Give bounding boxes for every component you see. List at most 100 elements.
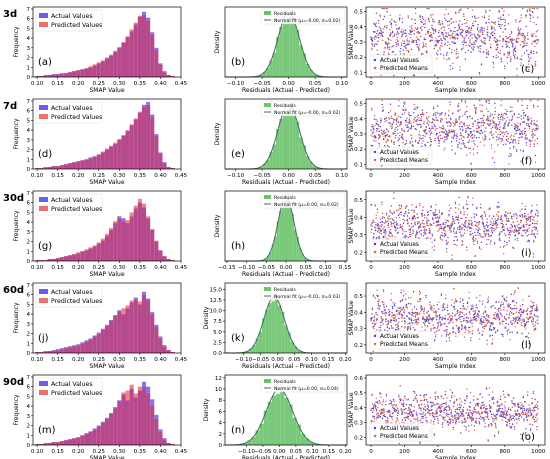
scatter-point-actual: [534, 134, 536, 136]
scatter-point-actual: [428, 322, 431, 324]
scatter-point-predicted: [430, 32, 432, 34]
y-axis-label: SMAP Value: [348, 208, 355, 243]
legend-label: Actual Values: [380, 150, 419, 156]
scatter-point-actual: [443, 308, 446, 311]
scatter-point-actual: [396, 27, 398, 30]
histogram-bar: [109, 320, 114, 353]
scatter-point-actual: [424, 23, 426, 25]
histogram-bar: [104, 325, 110, 353]
scatter-point-predicted: [403, 327, 406, 329]
scatter-point-predicted: [452, 321, 454, 324]
scatter-point-predicted: [480, 315, 483, 318]
scatter-point-actual: [448, 47, 451, 50]
scatter-point-predicted: [504, 326, 507, 328]
histogram-bar: [117, 311, 122, 353]
scatter-point-predicted: [444, 147, 446, 149]
scatter-point-actual: [404, 44, 407, 47]
residual-bar: [286, 17, 290, 77]
scatter-point-actual: [407, 43, 409, 46]
scatter-point-actual: [472, 203, 474, 206]
scatter-point-actual: [452, 331, 455, 334]
scatter-point-actual: [508, 122, 510, 124]
scatter-point-predicted: [527, 38, 529, 40]
scatter-point-predicted: [447, 133, 450, 135]
scatter-point-predicted: [522, 7, 524, 10]
scatter-point-predicted: [381, 164, 383, 167]
residual-bar: [258, 331, 263, 353]
histogram-bar: [92, 335, 97, 337]
scatter-point-predicted: [374, 24, 377, 26]
histogram-bar: [47, 167, 52, 169]
scatter-point-actual: [430, 305, 432, 307]
scatter-point-predicted: [419, 300, 421, 303]
scatter-point-actual: [378, 33, 380, 35]
scatter-point-predicted: [445, 118, 448, 120]
scatter-point-actual: [475, 137, 478, 139]
scatter-point-actual: [428, 20, 430, 23]
scatter-point-actual: [465, 203, 468, 205]
histogram-bar: [80, 251, 85, 261]
scatter-point-predicted: [515, 142, 517, 144]
scatter-point-actual: [495, 224, 497, 227]
legend-label: Normal fit (μ=0.00, σ=0.04): [274, 386, 339, 392]
scatter-point-predicted: [403, 309, 406, 311]
scatter-point-predicted: [509, 310, 512, 313]
scatter-point-actual: [531, 229, 533, 232]
scatter-point-predicted: [404, 212, 407, 214]
scatter-point-actual: [445, 131, 448, 133]
scatter-point-actual: [534, 63, 536, 65]
scatter-point-actual: [527, 337, 530, 339]
scatter-point-actual: [431, 233, 433, 236]
scatter-point-predicted: [506, 37, 508, 40]
scatter-point-actual: [534, 60, 537, 63]
histogram-bar: [92, 64, 97, 66]
legend-label: Normal fit (μ=0.00, σ=0.02): [274, 202, 339, 208]
histogram-bar: [117, 401, 122, 445]
scatter-point-predicted: [497, 317, 499, 319]
scatter-point-actual: [520, 313, 522, 316]
scatter-point-predicted: [403, 53, 406, 55]
scatter-point-actual: [398, 27, 400, 30]
scatter-point-predicted: [529, 313, 531, 315]
scatter-point-predicted: [453, 232, 456, 234]
scatter-point-predicted: [530, 217, 532, 219]
scatter-point-predicted: [466, 127, 468, 129]
scatter-point-actual: [533, 216, 535, 218]
scatter-point-actual: [462, 139, 464, 142]
scatter-point-predicted: [376, 36, 378, 38]
scatter-point-predicted: [479, 132, 482, 135]
scatter-point-predicted: [529, 10, 531, 12]
scatter-point-actual: [435, 314, 437, 316]
scatter-point-predicted: [463, 314, 465, 316]
scatter-point-actual: [472, 306, 474, 308]
scatter-point-actual: [416, 231, 419, 234]
scatter-point-actual: [440, 113, 443, 115]
scatter-point-predicted: [527, 230, 529, 232]
panel-label: (j): [38, 333, 49, 344]
scatter-point-actual: [481, 40, 483, 43]
scatter-point-predicted: [510, 136, 512, 138]
scatter-point-predicted: [430, 206, 433, 208]
scatter-ytick-label: 0.5: [354, 198, 363, 204]
scatter-point-predicted: [523, 36, 525, 39]
scatter-point-actual: [410, 124, 413, 127]
scatter-point-predicted: [477, 234, 479, 237]
residual-bar: [276, 37, 280, 77]
residual-bar: [300, 433, 305, 445]
scatter-point-actual: [496, 219, 498, 222]
scatter-point-predicted: [520, 226, 522, 228]
histogram-ytick-label: 3: [26, 322, 30, 328]
scatter-point-actual: [380, 321, 382, 324]
scatter-point-predicted: [483, 15, 486, 17]
scatter-point-predicted: [463, 336, 466, 338]
residual-bar: [289, 101, 293, 169]
scatter-point-predicted: [501, 323, 504, 325]
scatter-point-predicted: [525, 215, 527, 217]
scatter-point-predicted: [526, 42, 528, 44]
scatter-point-predicted: [378, 133, 380, 136]
scatter-point-actual: [391, 46, 393, 48]
residual-bar: [290, 341, 294, 353]
scatter-point-predicted: [407, 221, 409, 223]
